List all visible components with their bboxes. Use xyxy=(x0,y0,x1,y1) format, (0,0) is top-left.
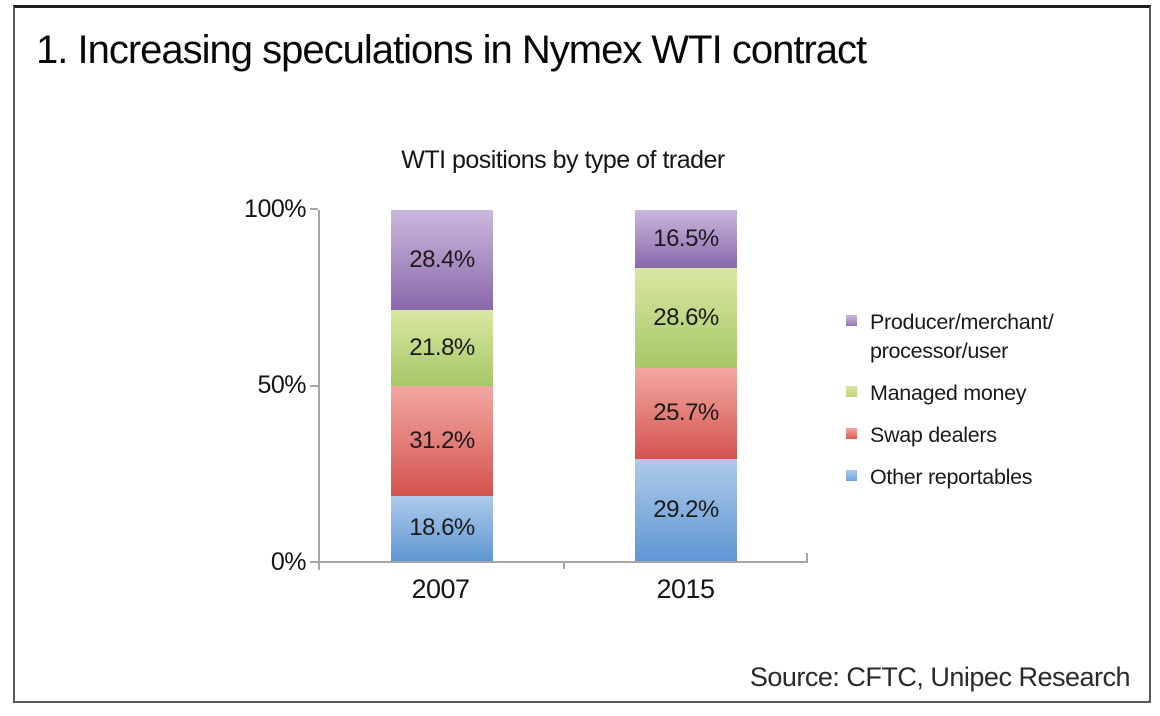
y-axis-tick-label-0: 0% xyxy=(270,548,307,576)
y-tick-mark-50 xyxy=(310,384,318,387)
legend: Producer/merchant/ processor/user Managed… xyxy=(846,308,1054,492)
data-label: 28.6% xyxy=(653,304,719,332)
bar-segment: 18.6% xyxy=(391,495,493,561)
bar-segment: 25.7% xyxy=(635,368,737,459)
bar-segment: 16.5% xyxy=(635,210,737,268)
y-tick-mark-0 xyxy=(310,561,318,563)
legend-label: Managed money xyxy=(870,381,1027,405)
legend-marker xyxy=(846,428,857,439)
legend-marker xyxy=(846,470,857,481)
bar-segment: 31.2% xyxy=(391,386,493,496)
legend-label: Swap dealers xyxy=(870,423,997,447)
source-note: Source: CFTC, Unipec Research xyxy=(749,662,1131,692)
legend-item: Producer/merchant/ processor/user xyxy=(846,308,1054,366)
figure-border xyxy=(13,5,1151,703)
legend-marker xyxy=(846,386,857,397)
legend-item: Managed money xyxy=(846,379,1053,408)
data-label: 18.6% xyxy=(409,514,475,542)
chart-title: WTI positions by type of trader xyxy=(401,146,725,174)
y-axis-tick-label-50: 50% xyxy=(257,371,306,399)
stacked-bar-2015: 29.2% 25.7% 28.6% 16.5% xyxy=(635,210,737,561)
data-label: 29.2% xyxy=(653,495,719,523)
bar-segment: 28.6% xyxy=(635,267,737,369)
data-label: 21.8% xyxy=(409,333,475,361)
x-axis-category-label: 2007 xyxy=(411,574,470,604)
x-axis-category-label: 2015 xyxy=(656,574,715,604)
legend-label: Producer/merchant/ processor/user xyxy=(870,310,1054,363)
legend-item: Swap dealers xyxy=(846,421,1053,450)
legend-item: Other reportables xyxy=(846,463,1053,492)
data-label: 25.7% xyxy=(653,399,719,427)
data-label: 28.4% xyxy=(409,245,475,273)
y-axis-tick-label-100: 100% xyxy=(244,195,306,223)
data-label: 31.2% xyxy=(409,426,475,454)
plot-area: 18.6% 31.2% 21.8% 28.4% 29.2% 25.7% 28.6% 16.5% xyxy=(310,208,808,570)
data-label: 16.5% xyxy=(653,224,719,252)
x-tick-mark-right xyxy=(806,553,808,561)
figure-title: 1. Increasing speculations in Nymex WTI … xyxy=(36,28,867,72)
x-tick-mark-mid xyxy=(563,563,565,569)
legend-label: Other reportables xyxy=(870,465,1033,489)
bar-segment: 29.2% xyxy=(635,458,737,561)
stacked-bar-2007: 18.6% 31.2% 21.8% 28.4% xyxy=(391,210,493,561)
legend-marker xyxy=(846,315,857,326)
bar-segment: 21.8% xyxy=(391,309,493,387)
bar-segment: 28.4% xyxy=(391,210,493,310)
x-tick-mark-left xyxy=(318,563,320,570)
y-tick-mark-100 xyxy=(310,208,318,210)
